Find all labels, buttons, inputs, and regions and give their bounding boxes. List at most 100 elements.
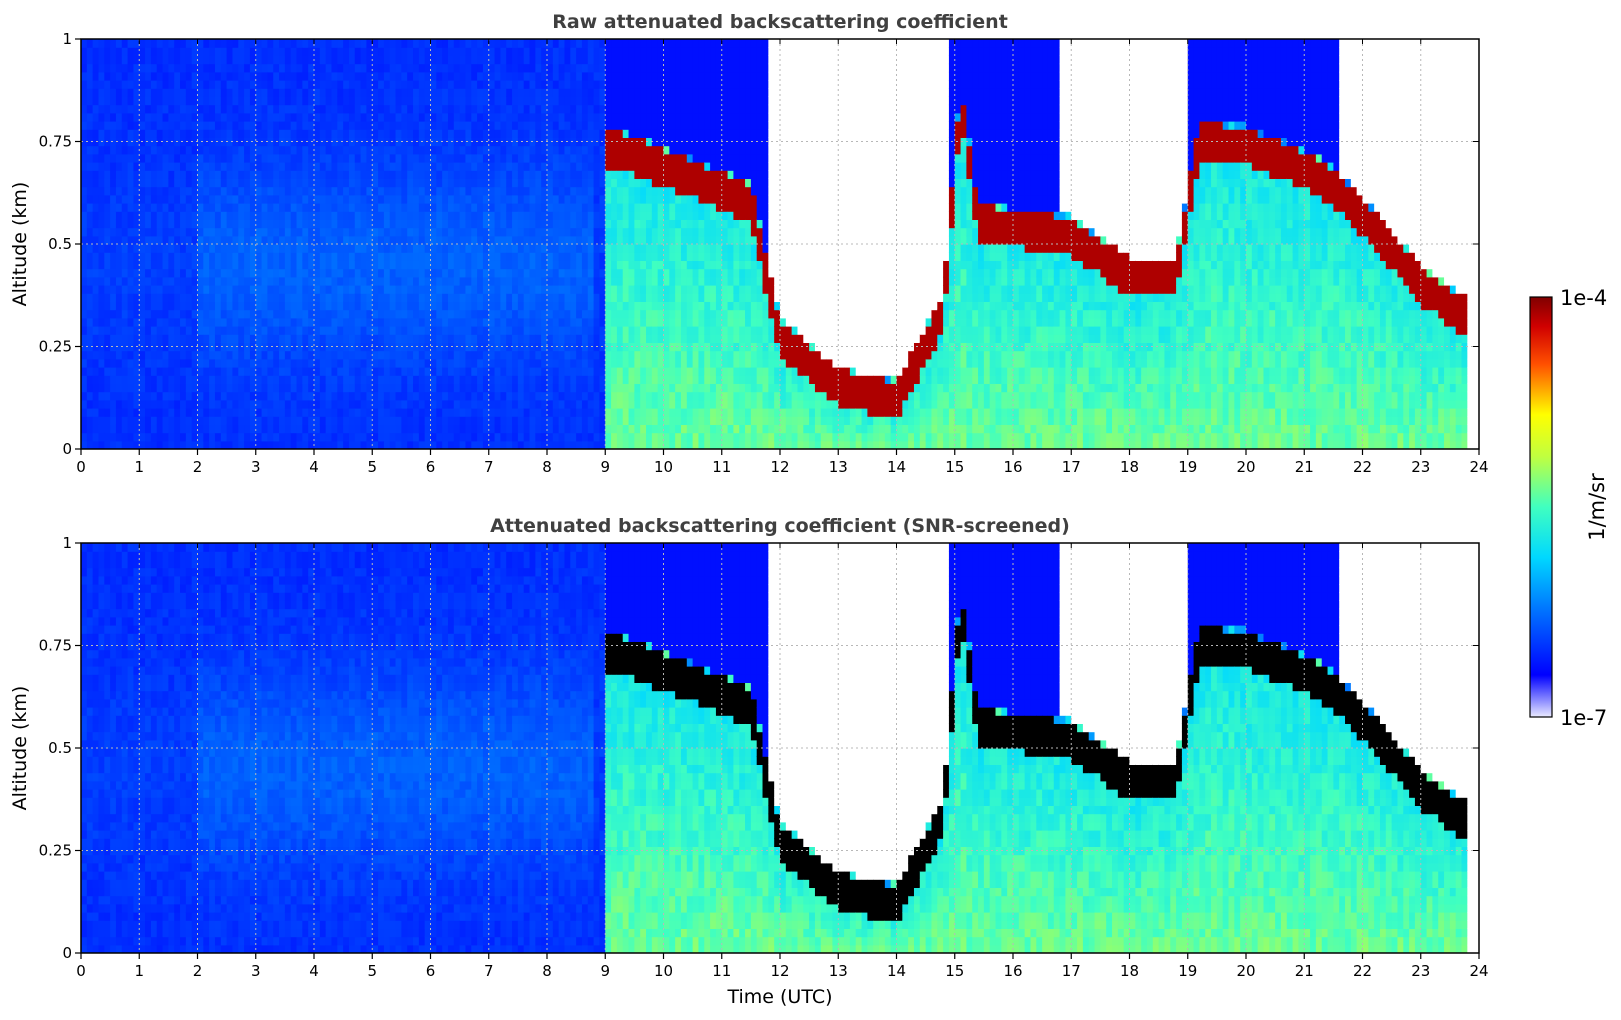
heatmap-cell xyxy=(442,104,449,114)
heatmap-cell xyxy=(226,424,234,434)
heatmap-cell xyxy=(640,285,647,294)
heatmap-cell xyxy=(389,358,397,368)
heatmap-cell xyxy=(360,178,368,188)
heatmap-cell xyxy=(220,342,228,352)
heatmap-cell xyxy=(86,137,94,147)
heatmap-cell xyxy=(337,432,344,442)
heatmap-cell xyxy=(413,162,420,171)
heatmap-cell xyxy=(564,293,571,302)
heatmap-cell xyxy=(471,219,478,229)
heatmap-cell xyxy=(110,170,117,179)
heatmap-cell xyxy=(634,145,641,155)
heatmap-cell xyxy=(180,219,187,229)
heatmap-cell xyxy=(174,71,181,81)
heatmap-cell xyxy=(651,358,659,368)
heatmap-cell xyxy=(366,432,373,442)
heatmap-cell xyxy=(442,47,449,56)
heatmap-cell xyxy=(541,326,548,335)
heatmap-cell xyxy=(150,203,158,212)
heatmap-cell xyxy=(570,424,577,434)
heatmap-cell xyxy=(640,121,647,130)
heatmap-cell xyxy=(174,227,181,237)
heatmap-cell xyxy=(628,178,635,188)
heatmap-cell xyxy=(220,153,228,163)
heatmap-cell xyxy=(418,244,426,253)
heatmap-cell xyxy=(314,211,321,220)
heatmap-cell xyxy=(255,80,263,89)
heatmap-cell xyxy=(156,244,164,253)
heatmap-cell xyxy=(139,252,146,261)
heatmap-cell xyxy=(337,153,344,163)
heatmap-cell xyxy=(348,194,356,204)
heatmap-cell xyxy=(331,104,338,114)
heatmap-cell xyxy=(331,391,338,401)
heatmap-cell xyxy=(314,104,321,114)
heatmap-cell xyxy=(488,367,496,376)
heatmap-cell xyxy=(86,342,94,352)
heatmap-cell xyxy=(232,293,239,302)
heatmap-cell xyxy=(249,367,257,376)
heatmap-cell xyxy=(477,178,484,188)
heatmap-cell xyxy=(348,399,356,409)
heatmap-cell xyxy=(232,71,239,81)
heatmap-cell xyxy=(203,399,210,409)
heatmap-cell xyxy=(552,227,560,237)
heatmap-cell xyxy=(605,55,612,65)
heatmap-cell xyxy=(290,367,298,376)
heatmap-cell xyxy=(488,408,496,417)
heatmap-cell xyxy=(249,301,257,311)
heatmap-cell xyxy=(220,252,228,261)
heatmap-cell xyxy=(302,391,309,401)
heatmap-cell xyxy=(325,211,333,220)
heatmap-cell xyxy=(599,194,606,204)
heatmap-cell xyxy=(145,268,152,278)
heatmap-cell xyxy=(302,285,309,294)
heatmap-cell xyxy=(459,276,467,286)
heatmap-cell xyxy=(646,293,653,302)
heatmap-cell xyxy=(86,293,94,302)
heatmap-cell xyxy=(185,129,193,138)
heatmap-cell xyxy=(98,104,105,114)
heatmap-cell xyxy=(477,170,484,179)
heatmap-cell xyxy=(319,317,327,327)
heatmap-cell xyxy=(506,186,513,196)
heatmap-cell xyxy=(197,408,204,417)
heatmap-cell xyxy=(407,358,414,368)
heatmap-cell xyxy=(290,178,298,188)
heatmap-cell xyxy=(150,88,158,97)
heatmap-cell xyxy=(407,432,414,442)
heatmap-cell xyxy=(214,227,222,237)
heatmap-cell xyxy=(523,178,531,188)
heatmap-cell xyxy=(348,219,356,229)
heatmap-cell xyxy=(453,96,461,106)
heatmap-cell xyxy=(640,112,647,122)
heatmap-cell xyxy=(453,268,461,278)
heatmap-cell xyxy=(139,96,146,106)
heatmap-cell xyxy=(616,203,624,212)
heatmap-cell xyxy=(512,268,519,278)
heatmap-cell xyxy=(430,309,437,319)
heatmap-cell xyxy=(86,408,94,417)
heatmap-cell xyxy=(611,326,618,335)
heatmap-cell xyxy=(378,383,385,393)
heatmap-cell xyxy=(488,162,496,171)
heatmap-cell xyxy=(354,47,362,56)
heatmap-cell xyxy=(273,391,280,401)
heatmap-cell xyxy=(337,293,344,302)
heatmap-cell xyxy=(331,252,338,261)
heatmap-cell xyxy=(191,424,199,434)
heatmap-cell xyxy=(331,194,338,204)
heatmap-cell xyxy=(640,326,647,335)
heatmap-cell xyxy=(366,211,373,220)
heatmap-cell xyxy=(383,367,391,376)
heatmap-cell xyxy=(180,276,187,286)
heatmap-cell xyxy=(634,432,641,442)
heatmap-cell xyxy=(180,145,187,155)
heatmap-cell xyxy=(232,178,239,188)
heatmap-cell xyxy=(150,153,158,163)
heatmap-cell xyxy=(133,440,140,449)
heatmap-cell xyxy=(436,129,443,138)
heatmap-cell xyxy=(284,350,292,360)
heatmap-cell xyxy=(203,252,210,261)
